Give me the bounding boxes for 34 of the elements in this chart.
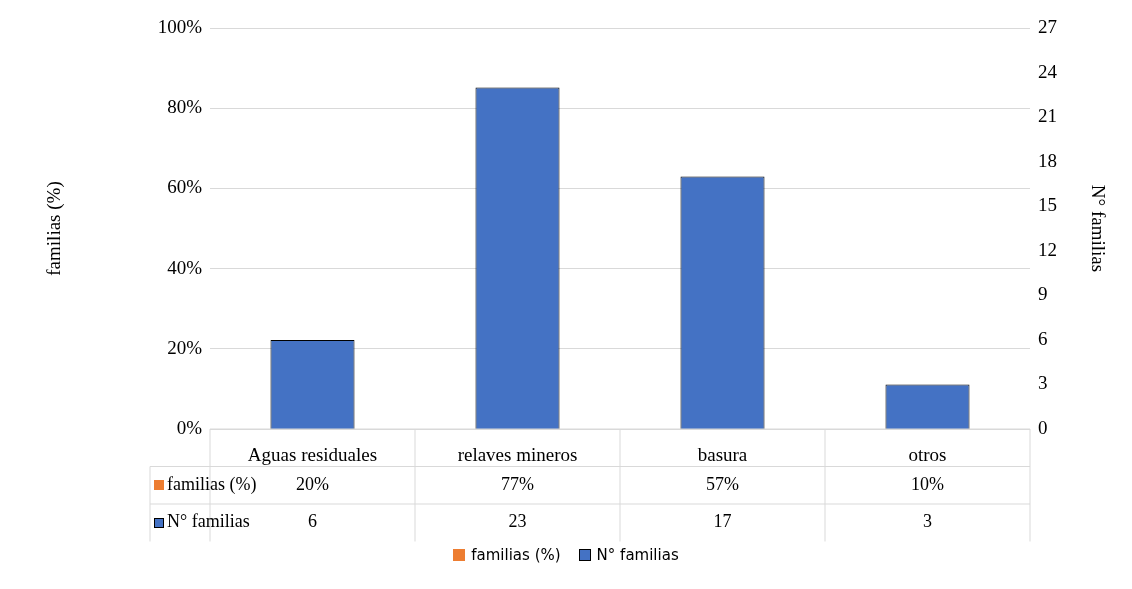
text: familias (%)	[471, 546, 561, 564]
y2-tick-label: 0	[1038, 416, 1048, 438]
data-label: 6	[308, 511, 317, 532]
x-tick-label: relaves mineros	[457, 444, 578, 466]
y-tick-label: 0%	[176, 416, 203, 438]
data-label: 17	[713, 511, 732, 532]
y2-tick-label: 18	[1038, 149, 1057, 171]
y2-tick-label: 27	[1038, 15, 1057, 37]
y-tick-label: 80%	[167, 96, 203, 118]
y2-tick-label: 21	[1038, 105, 1057, 127]
text: 10%	[911, 473, 944, 494]
x-tick-label: Aguas residuales	[247, 444, 378, 466]
data-label: 23	[508, 511, 527, 532]
legend-label: N° familias	[167, 511, 250, 532]
y2-axis-title: N° familias	[1087, 184, 1109, 273]
y-tick-label: 100%	[157, 15, 203, 37]
y2-tick-label: 6	[1038, 327, 1048, 349]
text: 57%	[706, 473, 739, 494]
legend-label: familias (%)	[167, 473, 257, 495]
data-label: 3	[923, 511, 932, 532]
y-axis-title: familias (%)	[43, 181, 66, 276]
y-tick-label: 40%	[167, 256, 203, 278]
y2-tick-label: 15	[1038, 194, 1057, 216]
x-tick-label: otros	[908, 444, 947, 466]
y2-tick-label: 9	[1038, 283, 1048, 305]
text: 77%	[501, 473, 534, 494]
y-tick-label: 60%	[167, 176, 203, 198]
x-tick-label: basura	[697, 444, 748, 466]
y2-tick-label: 24	[1038, 60, 1058, 82]
y2-tick-label: 3	[1038, 372, 1048, 394]
text: N° familias	[596, 546, 679, 564]
y2-tick-label: 12	[1038, 238, 1057, 260]
y-tick-label: 20%	[167, 336, 203, 358]
text: 20%	[296, 473, 329, 494]
